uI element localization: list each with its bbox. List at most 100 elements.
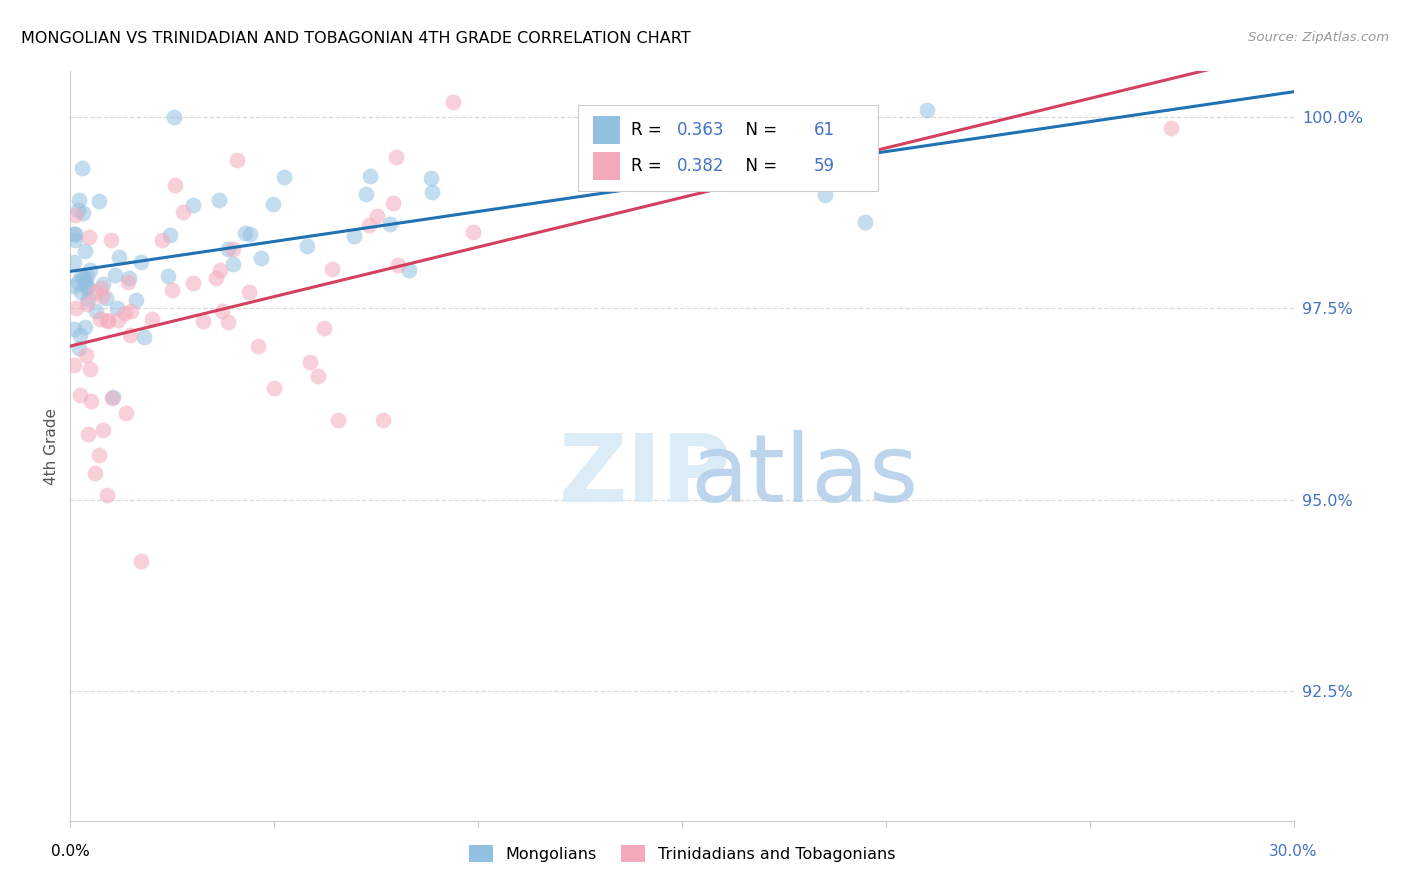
Point: [69, 285, 91, 300]
Point: [118, 328, 141, 343]
Point: [72, 271, 94, 285]
Point: [295, 239, 318, 253]
Point: [157, 269, 180, 284]
Point: [118, 270, 141, 285]
Point: [66, 203, 89, 218]
Point: [141, 312, 163, 326]
Point: [354, 186, 377, 201]
Point: [419, 171, 441, 186]
Y-axis label: 4th Grade: 4th Grade: [44, 408, 59, 484]
Point: [67, 341, 90, 355]
Point: [90, 281, 112, 295]
Point: [172, 204, 194, 219]
Text: 0.382: 0.382: [678, 157, 724, 175]
Point: [63, 358, 86, 372]
Point: [84, 466, 107, 480]
Point: [321, 262, 343, 277]
Point: [107, 250, 129, 264]
Point: [382, 195, 405, 210]
Point: [63, 227, 86, 242]
Point: [70, 161, 93, 176]
Point: [63, 279, 86, 293]
Point: [211, 304, 233, 318]
Point: [91, 423, 114, 437]
Text: N =: N =: [734, 120, 782, 139]
Point: [752, 176, 775, 190]
Point: [326, 413, 349, 427]
Point: [1160, 121, 1182, 136]
Point: [87, 194, 110, 209]
Point: [125, 293, 148, 308]
Point: [420, 185, 443, 199]
Point: [69, 328, 91, 343]
Point: [100, 391, 122, 405]
Point: [387, 258, 409, 272]
Text: ZIP: ZIP: [558, 430, 731, 522]
FancyBboxPatch shape: [592, 152, 620, 180]
Point: [83, 285, 105, 299]
Point: [239, 227, 262, 242]
Point: [357, 219, 380, 233]
Point: [63, 233, 86, 247]
Point: [208, 193, 231, 207]
Point: [131, 255, 153, 269]
Point: [77, 230, 100, 244]
FancyBboxPatch shape: [578, 105, 877, 191]
Point: [121, 304, 143, 318]
Point: [73, 319, 96, 334]
Point: [225, 153, 247, 167]
Point: [76, 279, 98, 293]
Text: MONGOLIAN VS TRINIDADIAN AND TOBAGONIAN 4TH GRADE CORRELATION CHART: MONGOLIAN VS TRINIDADIAN AND TOBAGONIAN …: [21, 31, 690, 46]
Point: [238, 285, 260, 300]
Point: [63, 322, 86, 336]
Point: [77, 427, 100, 442]
Point: [65, 301, 87, 316]
Point: [115, 406, 138, 420]
Point: [89, 312, 111, 326]
Point: [79, 362, 101, 376]
Point: [193, 314, 215, 328]
Point: [75, 244, 97, 259]
Text: R =: R =: [630, 120, 666, 139]
Text: Source: ZipAtlas.com: Source: ZipAtlas.com: [1249, 31, 1389, 45]
Point: [366, 209, 388, 223]
Text: 30.0%: 30.0%: [1270, 844, 1317, 859]
Point: [101, 390, 124, 404]
Point: [87, 448, 110, 462]
Point: [398, 262, 420, 277]
Point: [79, 394, 103, 409]
Point: [165, 178, 187, 192]
Text: 0.0%: 0.0%: [51, 844, 90, 859]
Point: [307, 369, 329, 384]
Point: [107, 313, 129, 327]
Point: [70, 268, 93, 283]
Point: [384, 150, 406, 164]
Point: [299, 355, 322, 369]
Point: [813, 187, 835, 202]
Point: [97, 314, 120, 328]
Point: [250, 251, 273, 265]
Point: [76, 297, 98, 311]
Point: [150, 234, 173, 248]
Point: [463, 225, 485, 239]
Point: [72, 206, 94, 220]
Point: [73, 273, 96, 287]
Point: [67, 193, 90, 207]
Point: [915, 103, 938, 117]
Point: [441, 95, 464, 109]
Point: [222, 243, 245, 257]
Point: [359, 169, 381, 184]
Point: [94, 291, 117, 305]
Point: [100, 233, 122, 247]
Point: [96, 488, 118, 502]
Point: [76, 281, 98, 295]
Point: [247, 339, 270, 353]
Point: [129, 554, 152, 568]
Point: [63, 227, 86, 242]
Point: [181, 198, 204, 212]
Text: 61: 61: [814, 120, 835, 139]
Point: [79, 262, 101, 277]
Point: [69, 388, 91, 402]
Text: R =: R =: [630, 157, 666, 175]
Text: 0.363: 0.363: [678, 120, 724, 139]
